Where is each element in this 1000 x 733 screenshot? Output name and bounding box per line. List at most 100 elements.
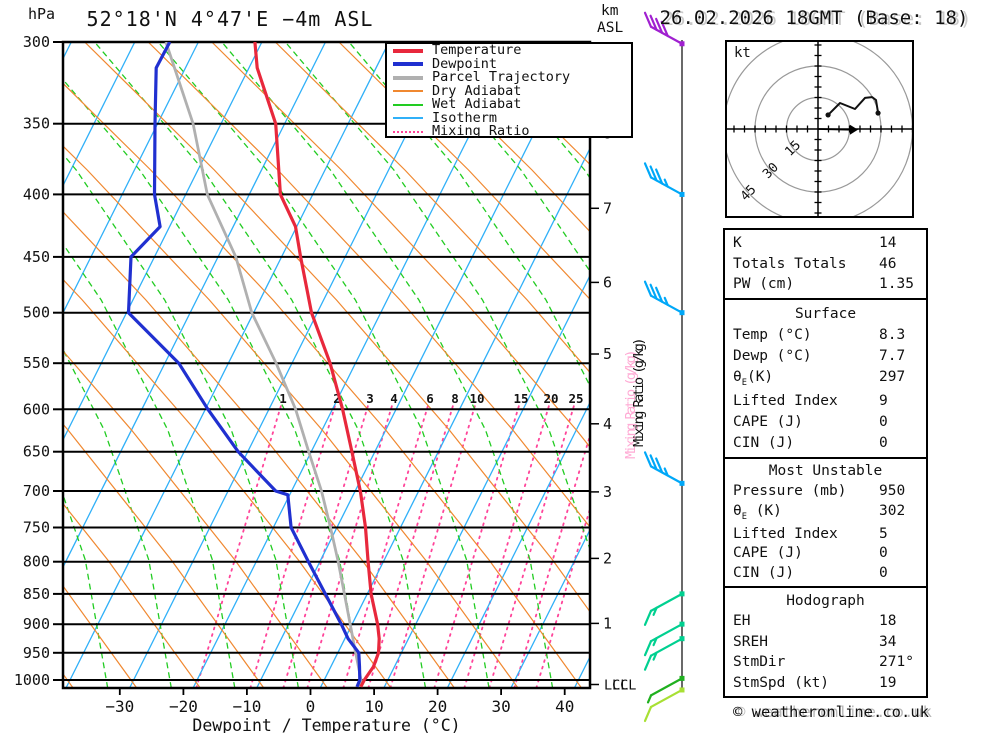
wind-barb bbox=[643, 451, 685, 486]
table-row-label: θE(K) bbox=[733, 368, 774, 388]
legend-item-label: Dewpoint bbox=[432, 55, 498, 72]
datetime-title: 26.02.2026 18GMT (Base: 18) bbox=[659, 7, 969, 29]
table-row-value: 1.35 bbox=[879, 276, 914, 293]
table-row-label: CAPE (J) bbox=[733, 545, 803, 562]
table-row-label: CAPE (J) bbox=[733, 413, 803, 430]
wind-barb bbox=[643, 591, 685, 626]
wind-barb bbox=[643, 636, 685, 671]
pressure-tick-label: 500 bbox=[23, 304, 50, 322]
table-section-header: Most Unstable bbox=[768, 463, 883, 480]
km-tick-label: 7 bbox=[603, 199, 612, 217]
pressure-tick-label: 850 bbox=[23, 585, 50, 603]
table-row-label: θE (K) bbox=[733, 502, 782, 522]
table-row-label: Temp (°C) bbox=[733, 326, 812, 343]
hodograph-trace-endpoint bbox=[875, 110, 881, 116]
table-row: Lifted Index 9 bbox=[733, 394, 926, 409]
table-row-value: 297 bbox=[879, 368, 906, 385]
legend-item-label: Mixing Ratio bbox=[432, 123, 530, 139]
x-tick-label: 40 bbox=[555, 697, 574, 716]
wind-barb-axis bbox=[643, 11, 685, 723]
pressure-tick-label: 300 bbox=[23, 33, 50, 51]
table-row-label: K bbox=[733, 235, 742, 252]
x-axis-title: Dewpoint / Temperature (°C) bbox=[192, 716, 461, 733]
table-row-value: 7.7 bbox=[879, 347, 906, 364]
table-row-value: 950 bbox=[879, 483, 906, 500]
mixing-ratio-value-label: 1 bbox=[279, 391, 287, 406]
wind-barb bbox=[643, 11, 685, 47]
stats-tables: K 14 Totals Totals 46 PW (cm) 1.35 Surface Temp… bbox=[723, 228, 928, 698]
table-row-value: 5 bbox=[879, 525, 888, 542]
stats-table: Hodograph EH 18 SREH 34 StmDir 271° StmSpd (kt)… bbox=[723, 586, 928, 698]
legend-item: Mixing Ratio bbox=[393, 123, 625, 139]
legend-line-sample bbox=[393, 117, 423, 120]
legend-line-sample bbox=[393, 103, 423, 106]
pressure-tick-label: 450 bbox=[23, 248, 50, 266]
table-row-label: PW (cm) bbox=[733, 276, 795, 293]
legend-item-label: Temperature bbox=[432, 42, 522, 58]
mixing-ratio-value-label: 15 bbox=[513, 391, 528, 406]
parcel-trajectory-curve bbox=[164, 42, 363, 687]
temperature-curve bbox=[253, 42, 381, 688]
table-row: CIN (J) 0 bbox=[733, 436, 926, 451]
pressure-tick-label: 550 bbox=[23, 354, 50, 372]
table-row-value: 0 bbox=[879, 565, 888, 582]
x-tick-label: −30 bbox=[105, 697, 134, 716]
legend-item: Dewpoint bbox=[393, 55, 625, 72]
background-grid bbox=[63, 42, 590, 688]
table-row: EH 18 bbox=[733, 614, 926, 629]
x-tick-label: −20 bbox=[169, 697, 198, 716]
km-tick-label: 5 bbox=[603, 345, 612, 363]
table-row-value: 19 bbox=[879, 674, 897, 691]
mixing-ratio-value-label: 20 bbox=[543, 391, 558, 406]
temperature-axis: −30 −20 −10 0 10 20 30 40 bbox=[105, 688, 574, 716]
table-row-value: 18 bbox=[879, 613, 897, 630]
pressure-tick-label: 950 bbox=[23, 644, 50, 662]
pressure-tick-label: 1000 bbox=[14, 671, 50, 689]
legend-item: Parcel Trajectory bbox=[393, 70, 625, 85]
x-tick-label: 10 bbox=[364, 697, 383, 716]
storm-motion-vector bbox=[817, 128, 852, 131]
table-row: CAPE (J) 0 bbox=[733, 546, 926, 561]
wind-barb bbox=[643, 687, 685, 723]
table-row-label: EH bbox=[733, 613, 751, 630]
km-tick-label: 6 bbox=[603, 273, 612, 291]
mixing-ratio-value-label: 3 bbox=[366, 391, 374, 406]
table-row-label: StmDir bbox=[733, 654, 786, 671]
hodograph-unit-label: kt bbox=[734, 45, 751, 61]
stats-table: Surface Temp (°C) 8.3 Dewp (°C) 7.7 θE(K) 297 L… bbox=[723, 298, 928, 459]
mixing-ratio-value-label: 2 bbox=[333, 391, 341, 406]
legend-line-sample bbox=[393, 90, 423, 93]
table-row: SREH 34 bbox=[733, 633, 926, 650]
table-row-value: 271° bbox=[879, 654, 914, 671]
table-row: K 14 bbox=[733, 236, 926, 251]
asl-axis-label: ASL bbox=[597, 20, 624, 36]
legend-line-sample bbox=[393, 48, 423, 53]
wind-barb bbox=[643, 162, 685, 197]
lcl-label-shadow: LCL bbox=[604, 678, 628, 694]
pressure-tick-label: 900 bbox=[23, 615, 50, 633]
pressure-tick-label: 600 bbox=[23, 400, 50, 418]
legend-line-sample bbox=[393, 130, 423, 133]
table-row: CAPE (J) 0 bbox=[733, 415, 926, 430]
table-row-label: CIN (J) bbox=[733, 434, 795, 451]
x-tick-label: 20 bbox=[428, 697, 447, 716]
mixing-ratio-axis-label: Mixing Ratio (g/kg) bbox=[631, 340, 647, 447]
wind-barb bbox=[646, 675, 685, 704]
hodograph-trace-endpoint bbox=[825, 112, 831, 118]
km-axis: 87654321LCLLCL bbox=[590, 124, 636, 694]
hodograph-trace bbox=[827, 96, 880, 116]
legend-box: Temperature Dewpoint Parcel Trajectory Dry … bbox=[385, 42, 633, 138]
table-row-value: 302 bbox=[879, 502, 906, 519]
x-tick-label: 30 bbox=[491, 697, 510, 716]
mixing-ratio-lines bbox=[195, 401, 590, 688]
table-row: Temp (°C) 8.3 bbox=[733, 326, 926, 343]
dewpoint-curve bbox=[126, 42, 362, 688]
stats-table: Most Unstable Pressure (mb) 950 θE (K) 302 Li… bbox=[723, 457, 928, 588]
mixing-ratio-value-label: 6 bbox=[426, 391, 434, 406]
table-row-value: 34 bbox=[879, 633, 897, 650]
legend-item: Dry Adiabat bbox=[393, 84, 625, 99]
stats-table: K 14 Totals Totals 46 PW (cm) 1.35 bbox=[723, 228, 928, 300]
legend-line-sample bbox=[393, 62, 423, 67]
